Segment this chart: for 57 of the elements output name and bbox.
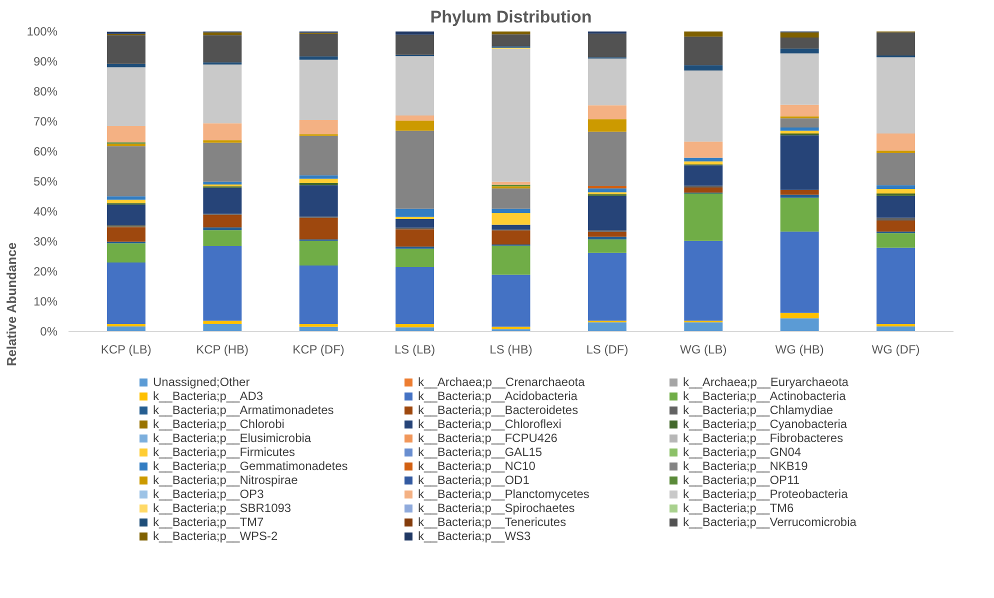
legend-label: k__Bacteria;p__Chlorobi (153, 417, 284, 431)
legend-label: k__Bacteria;p__OP3 (153, 487, 264, 501)
legend-label: k__Bacteria;p__WPS-2 (153, 529, 278, 543)
y-tick-label: 70% (33, 114, 58, 128)
y-tick-label: 30% (33, 234, 58, 248)
y-tick-label: 10% (33, 294, 58, 308)
legend-label: k__Bacteria;p__Fibrobacteres (683, 431, 844, 445)
legend-label: k__Bacteria;p__OD1 (418, 473, 530, 487)
legend-label: k__Archaea;p__Crenarchaeota (418, 375, 585, 389)
legend-label: k__Bacteria;p__Firmicutes (153, 445, 296, 459)
x-tick-label: KCP (LB) (100, 342, 152, 356)
y-tick-label: 20% (33, 264, 58, 278)
legend-label: k__Bacteria;p__AD3 (153, 389, 264, 403)
y-tick-label: 40% (33, 204, 58, 218)
legend-label: k__Bacteria;p__Planctomycetes (418, 487, 590, 501)
legend-label: k__Bacteria;p__NC10 (418, 459, 536, 473)
legend-label: k__Bacteria;p__Armatimonadetes (153, 403, 334, 417)
x-tick-label: WG (LB) (680, 342, 727, 356)
legend-label: k__Bacteria;p__NKB19 (683, 459, 808, 473)
legend-label: k__Bacteria;p__GN04 (683, 445, 802, 459)
y-tick-label: 50% (33, 174, 58, 188)
y-tick-label: 80% (33, 84, 58, 98)
legend-label: k__Bacteria;p__Chlamydiae (683, 403, 834, 417)
legend-label: k__Bacteria;p__Proteobacteria (683, 487, 848, 501)
x-tick-label: KCP (HB) (196, 342, 249, 356)
legend-label: k__Bacteria;p__OP11 (683, 473, 800, 487)
legend-label: k__Bacteria;p__Actinobacteria (683, 389, 846, 403)
legend-label: k__Bacteria;p__Cyanobacteria (683, 417, 848, 431)
legend-label: k__Bacteria;p__Tenericutes (418, 515, 566, 529)
legend-label: k__Bacteria;p__Elusimicrobia (153, 431, 312, 445)
legend-label: k__Bacteria;p__Gemmatimonadetes (153, 459, 348, 473)
legend-label: k__Bacteria;p__SBR1093 (153, 501, 292, 515)
y-tick-label: 100% (26, 24, 58, 38)
legend-label: k__Bacteria;p__TM6 (683, 501, 794, 515)
legend-label: k__Bacteria;p__Acidobacteria (418, 389, 578, 403)
x-tick-label: LS (LB) (394, 342, 436, 356)
legend-label: Unassigned;Other (153, 375, 250, 389)
y-tick-label: 0% (40, 324, 58, 338)
x-tick-label: LS (HB) (490, 342, 532, 356)
legend-label: k__Bacteria;p__GAL15 (418, 445, 542, 459)
y-tick-label: 60% (33, 144, 58, 158)
legend-label: k__Archaea;p__Euryarchaeota (683, 375, 848, 389)
x-tick-label: LS (DF) (586, 342, 628, 356)
legend-label: k__Bacteria;p__Nitrospirae (153, 473, 298, 487)
y-tick-label: 90% (33, 54, 58, 68)
legend-label: k__Bacteria;p__Spirochaetes (418, 501, 575, 515)
legend-label: k__Bacteria;p__Verrucomicrobia (683, 515, 856, 529)
legend-label: k__Bacteria;p__FCPU426 (418, 431, 558, 445)
legend-label: k__Bacteria;p__Bacteroidetes (418, 403, 578, 417)
x-tick-label: WG (HB) (775, 342, 824, 356)
y-axis-title: Relative Abundance (4, 242, 19, 366)
chart-title: Phylum Distribution (430, 8, 592, 26)
legend-label: k__Bacteria;p__Chloroflexi (418, 417, 562, 431)
x-tick-label: WG (DF) (872, 342, 920, 356)
legend-label: k__Bacteria;p__TM7 (153, 515, 264, 529)
x-tick-label: KCP (DF) (292, 342, 344, 356)
legend-label: k__Bacteria;p__WS3 (418, 529, 531, 543)
